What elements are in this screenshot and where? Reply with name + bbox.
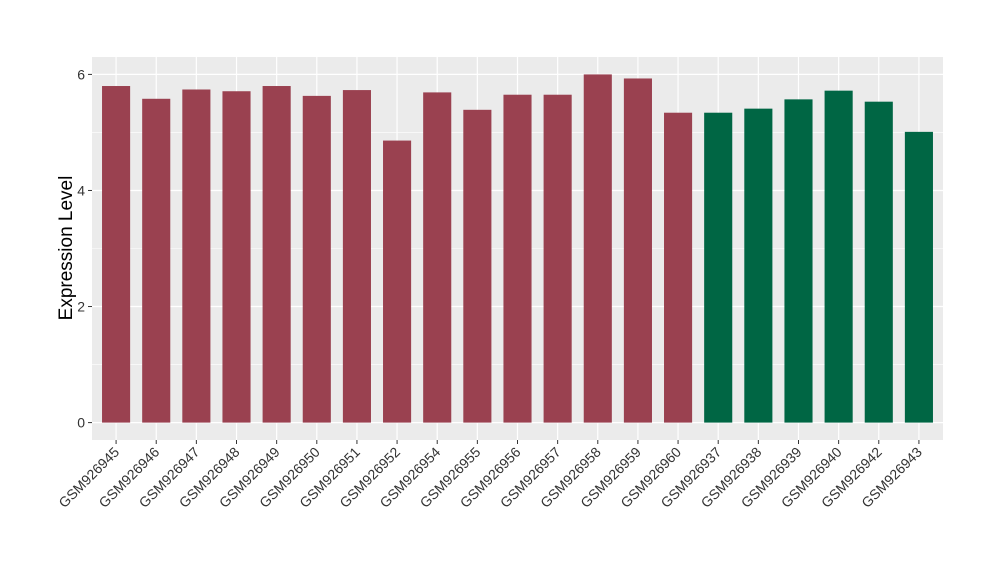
bar <box>623 78 652 423</box>
y-tick-label: 6 <box>77 66 85 82</box>
bar <box>744 108 773 423</box>
bar <box>302 95 331 423</box>
bar <box>383 140 412 423</box>
bar <box>704 112 733 423</box>
bar <box>262 86 291 423</box>
bar <box>543 94 572 423</box>
y-tick-label: 2 <box>77 299 85 315</box>
bar <box>583 74 612 423</box>
bars <box>102 74 933 423</box>
bar <box>102 86 131 423</box>
bar <box>222 91 251 423</box>
bar <box>904 131 933 423</box>
y-axis-title: Expression Level <box>56 176 77 321</box>
bar <box>342 90 371 423</box>
bar <box>142 98 171 423</box>
x-axis-ticks: GSM926945GSM926946GSM926947GSM926948GSM9… <box>55 440 925 511</box>
y-axis-ticks: 0 2 4 6 <box>77 66 92 431</box>
bar <box>503 94 532 423</box>
bar <box>824 90 853 423</box>
bar <box>784 99 813 423</box>
bar <box>423 92 452 423</box>
bar <box>664 112 693 423</box>
bar <box>463 109 492 423</box>
y-tick-label: 4 <box>77 182 85 198</box>
bar <box>864 101 893 423</box>
y-tick-label: 0 <box>77 415 85 431</box>
bar <box>182 89 211 423</box>
